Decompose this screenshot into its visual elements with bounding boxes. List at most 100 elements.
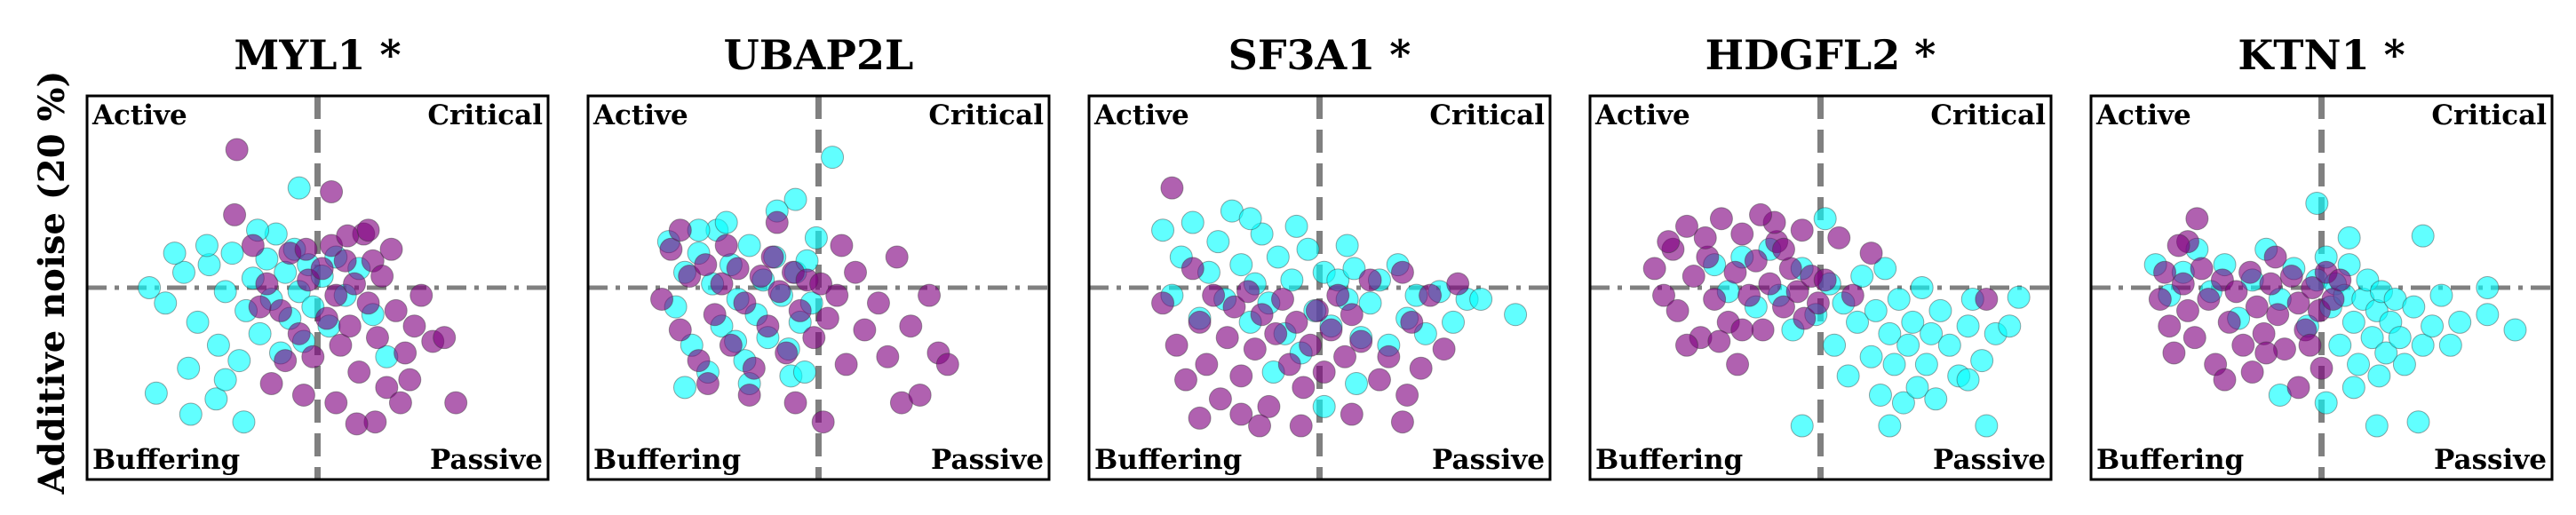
- data-point-purple: [1243, 337, 1267, 361]
- data-point-purple: [1696, 245, 1720, 269]
- data-point-purple: [1292, 376, 1316, 400]
- plot-frame: [1588, 94, 2053, 481]
- data-point-purple: [908, 383, 932, 407]
- data-point-purple: [1264, 321, 1288, 345]
- data-point-cyan: [2314, 391, 2338, 415]
- data-point-purple: [1340, 402, 1364, 426]
- scatter-panel-5: KTN1 * Active Critical Buffering Passive: [2089, 31, 2554, 481]
- data-point-cyan: [1504, 303, 1528, 327]
- data-point-cyan: [1878, 321, 1902, 345]
- data-point-cyan: [1901, 310, 1925, 334]
- data-point-purple: [320, 180, 344, 203]
- data-point-purple: [1248, 414, 1272, 438]
- data-point-cyan: [1928, 298, 1952, 322]
- data-point-purple: [2182, 326, 2206, 350]
- corner-label-bottom-right: Passive: [931, 444, 1044, 476]
- data-point-purple: [1326, 283, 1350, 307]
- data-point-purple: [1744, 249, 1768, 273]
- data-point-purple: [749, 265, 773, 289]
- data-point-cyan: [1250, 222, 1274, 246]
- corner-label-bottom-left: Buffering: [1595, 444, 1743, 476]
- data-point-purple: [2231, 333, 2255, 357]
- data-point-cyan: [1280, 268, 1304, 292]
- corner-label-bottom-right: Passive: [2434, 444, 2547, 476]
- data-point-cyan: [1873, 257, 1897, 281]
- data-point-purple: [830, 234, 854, 258]
- data-point-cyan: [1920, 321, 1944, 345]
- scatter-panel-3: SF3A1 * Active Critical Buffering Passive: [1087, 31, 1552, 481]
- data-point-cyan: [255, 247, 279, 271]
- data-point-cyan: [1836, 364, 1860, 388]
- data-point-purple: [375, 376, 399, 400]
- data-point-purple: [809, 272, 833, 296]
- data-point-cyan: [1937, 333, 1961, 357]
- data-point-cyan: [1905, 376, 1929, 400]
- data-point-cyan: [1206, 230, 1230, 254]
- data-point-cyan: [1859, 345, 1883, 368]
- data-point-purple: [2240, 360, 2264, 384]
- data-point-cyan: [171, 260, 195, 284]
- data-point-cyan: [2365, 414, 2389, 438]
- data-point-cyan: [2448, 310, 2472, 334]
- data-point-purple: [1305, 298, 1329, 322]
- corner-label-top-left: Active: [1093, 99, 1189, 131]
- data-point-cyan: [2347, 353, 2371, 376]
- corner-label-top-right: Critical: [2431, 99, 2547, 131]
- data-point-cyan: [186, 310, 210, 334]
- data-point-purple: [866, 291, 890, 315]
- data-point-cyan: [2007, 285, 2031, 309]
- data-point-purple: [1419, 283, 1443, 307]
- data-point-purple: [1730, 222, 1754, 246]
- corner-label-top-right: Critical: [1429, 99, 1545, 131]
- data-point-cyan: [2388, 326, 2412, 350]
- data-point-purple: [1703, 287, 1727, 311]
- data-point-cyan: [1975, 414, 1999, 438]
- corner-label-bottom-right: Passive: [1432, 444, 1545, 476]
- data-point-cyan: [737, 234, 761, 258]
- data-point-purple: [876, 345, 900, 368]
- data-point-purple: [1215, 326, 1239, 350]
- data-point-purple: [2266, 303, 2290, 327]
- data-point-purple: [1400, 310, 1424, 334]
- data-point-cyan: [2406, 410, 2430, 434]
- data-point-purple: [1312, 360, 1336, 384]
- data-point-purple: [783, 391, 807, 415]
- data-point-purple: [394, 341, 417, 365]
- data-point-purple: [1349, 329, 1373, 353]
- data-point-purple: [259, 372, 283, 395]
- data-point-cyan: [138, 276, 162, 299]
- data-point-cyan: [1181, 210, 1205, 234]
- corner-label-bottom-left: Buffering: [2096, 444, 2244, 476]
- data-point-purple: [274, 349, 298, 373]
- data-point-purple: [825, 283, 849, 307]
- data-point-purple: [241, 234, 265, 258]
- data-point-purple: [1771, 237, 1795, 261]
- data-point-purple: [2162, 341, 2186, 365]
- data-point-cyan: [1358, 291, 1382, 315]
- data-point-purple: [2213, 368, 2237, 392]
- data-point-cyan: [804, 226, 828, 250]
- data-point-purple: [694, 253, 718, 277]
- data-point-purple: [935, 353, 959, 376]
- data-point-purple: [1340, 303, 1364, 327]
- data-point-purple: [1785, 280, 1809, 304]
- data-point-purple: [1806, 291, 1830, 315]
- data-point-purple: [2153, 260, 2177, 284]
- data-point-purple: [1693, 226, 1717, 250]
- data-point-purple: [248, 295, 272, 319]
- data-point-cyan: [179, 402, 203, 426]
- data-point-purple: [1202, 283, 1226, 307]
- data-point-purple: [2185, 207, 2209, 231]
- data-point-purple: [815, 306, 839, 330]
- data-point-cyan: [2367, 364, 2391, 388]
- scatter-panel-2: UBAP2L Active Critical Buffering Passive: [586, 31, 1051, 481]
- data-point-cyan: [1284, 214, 1308, 238]
- data-point-purple: [223, 202, 247, 226]
- data-point-purple: [767, 280, 791, 304]
- data-point-cyan: [2328, 333, 2352, 357]
- data-point-purple: [742, 356, 766, 380]
- data-point-cyan: [144, 381, 168, 405]
- data-point-cyan: [1813, 207, 1837, 231]
- data-point-purple: [1751, 318, 1775, 342]
